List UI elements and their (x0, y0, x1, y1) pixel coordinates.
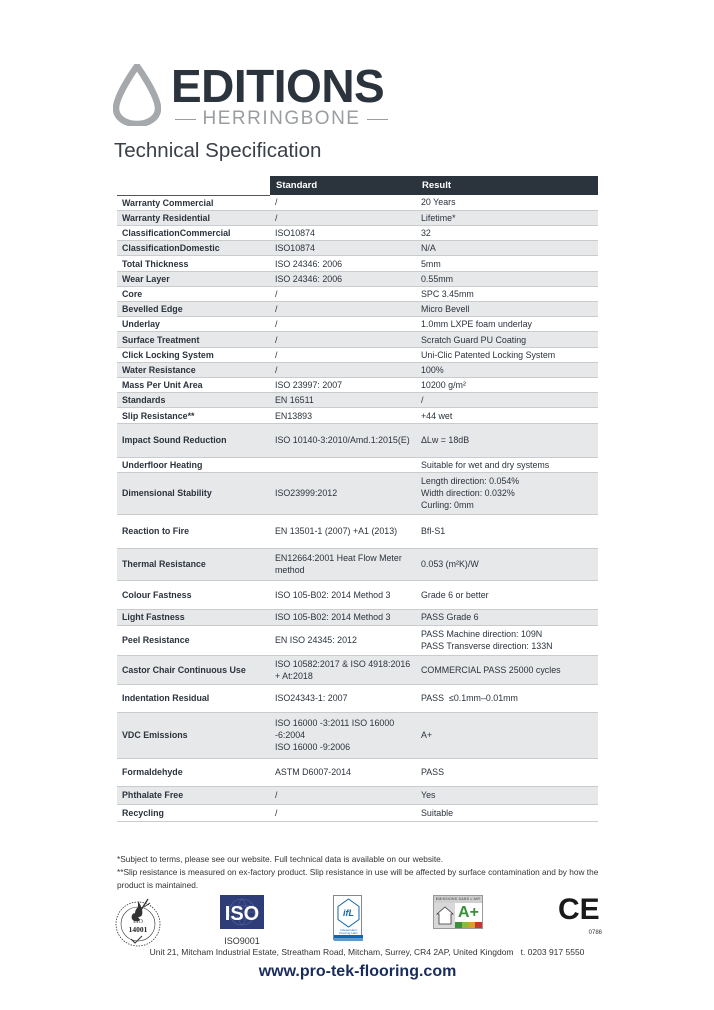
svg-text:14001: 14001 (129, 925, 148, 934)
svg-text:CE: CE (558, 895, 600, 925)
svg-text:Flooring Labs: Flooring Labs (339, 931, 358, 935)
svg-text:ifL: ifL (343, 908, 354, 918)
svg-text:ISO: ISO (225, 903, 259, 925)
